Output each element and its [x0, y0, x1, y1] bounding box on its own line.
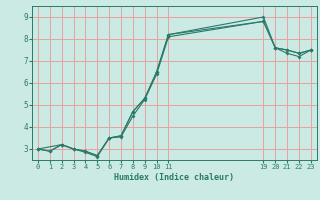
X-axis label: Humidex (Indice chaleur): Humidex (Indice chaleur) [115, 173, 234, 182]
